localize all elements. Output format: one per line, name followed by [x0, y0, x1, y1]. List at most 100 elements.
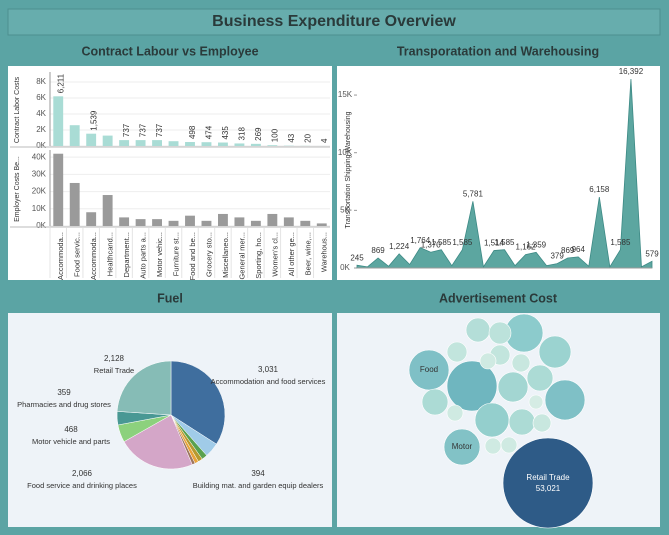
bar: [168, 141, 179, 146]
y-tick-label: 0K: [340, 263, 350, 272]
bar: [119, 217, 130, 226]
x-tick-label: All other ge...: [287, 232, 296, 276]
data-label: 1,370: [421, 240, 442, 249]
slice-label: Building mat. and garden equip dealers: [193, 481, 324, 490]
bubble: [421, 388, 449, 416]
bubble: [446, 360, 498, 412]
slice-label: Pharmacies and drug stores: [17, 400, 111, 409]
bar: [102, 195, 113, 226]
data-label: 3,031: [258, 365, 279, 374]
data-label: 498: [188, 125, 197, 139]
data-label: 1,585: [431, 238, 452, 247]
bubble: [484, 437, 502, 455]
data-label: 579: [645, 249, 659, 258]
bar: [201, 142, 212, 146]
slice-label: Motor vehicle and parts: [32, 437, 110, 446]
bar: [185, 215, 195, 226]
bar: [316, 223, 327, 226]
bubble: [500, 436, 518, 454]
bar: [218, 213, 228, 226]
bubble: [526, 364, 554, 392]
data-label: 269: [254, 127, 263, 141]
x-tick-label: Sporting, ho...: [254, 232, 263, 279]
x-tick-label: Accommoda...: [56, 232, 65, 280]
data-label: 53,021: [536, 484, 561, 493]
data-label: 1,162: [516, 243, 537, 252]
bar: [152, 140, 162, 146]
bar: [267, 145, 278, 146]
bubble: [488, 321, 512, 345]
bar: [53, 96, 64, 146]
slice-label: Food service and drinking places: [27, 481, 137, 490]
data-label: 1,359: [526, 240, 547, 249]
bubble: [497, 371, 529, 403]
axis-title: Transportation Shipping Warehousing: [345, 111, 352, 228]
pie-slice: [123, 414, 193, 470]
bubble: [465, 317, 491, 343]
bubble: [502, 437, 594, 529]
x-tick-label: Healthcand...: [106, 232, 115, 276]
x-tick-label: Auto parts a...: [139, 232, 148, 279]
data-label: 1,585: [610, 238, 631, 247]
bar: [135, 140, 146, 146]
slice-label: Accommodation and food services: [211, 377, 326, 386]
x-tick-label: Department...: [122, 232, 131, 277]
y-tick-label: 6K: [36, 93, 46, 102]
panel-title: Transporatation and Warehousing: [397, 44, 599, 58]
y-tick-label: 8K: [36, 77, 46, 86]
x-tick-label: Women's cl...: [270, 232, 279, 277]
bar: [119, 140, 130, 146]
data-label: 20: [303, 133, 312, 142]
data-label: 869: [561, 246, 575, 255]
data-label: 6,158: [589, 185, 610, 194]
y-tick-label: 5K: [340, 205, 350, 214]
data-label: 394: [251, 469, 265, 478]
bar: [185, 142, 195, 146]
bar: [69, 125, 80, 146]
bubble-label: Motor: [452, 442, 473, 451]
bar: [267, 213, 278, 226]
data-label: 16,392: [619, 67, 644, 76]
data-label: 4: [320, 138, 329, 143]
bar: [201, 220, 212, 226]
bar: [250, 143, 261, 146]
bar: [53, 153, 64, 226]
y-tick-label: 0K: [36, 141, 46, 150]
bar: [234, 217, 245, 226]
x-tick-label: Furniture st...: [172, 232, 181, 276]
bubble: [528, 394, 544, 410]
bar: [250, 220, 261, 226]
bubble: [408, 349, 450, 391]
pie-slice: [170, 360, 226, 445]
data-label: 964: [572, 245, 586, 254]
x-tick-label: Food servic...: [73, 232, 82, 277]
y-tick-label: 15K: [338, 90, 353, 99]
data-label: 43: [287, 133, 296, 142]
title-box: [7, 8, 661, 36]
bar: [234, 143, 245, 146]
y-tick-label: 10K: [338, 148, 353, 157]
data-label: 1,539: [89, 110, 98, 131]
x-tick-label: Motor vehic...: [155, 232, 164, 277]
bubble: [538, 335, 572, 369]
data-label: 379: [550, 252, 564, 261]
bar: [135, 219, 146, 226]
data-label: 2,066: [72, 469, 93, 478]
bar: [218, 142, 228, 146]
bar: [168, 220, 179, 226]
bar: [69, 182, 80, 226]
data-label: 737: [122, 123, 131, 137]
bar: [283, 217, 294, 226]
y-tick-label: 30K: [32, 169, 47, 178]
bar: [300, 220, 311, 226]
x-tick-label: Warehous...: [320, 232, 329, 272]
data-label: 737: [155, 123, 164, 137]
bar: [86, 133, 97, 146]
bubble: [511, 353, 531, 373]
data-label: 6,211: [56, 73, 65, 93]
x-tick-label: Miscellaneo...: [221, 232, 230, 278]
data-label: 5,781: [463, 189, 484, 198]
dashboard-title: Business Expenditure Overview: [212, 13, 456, 30]
data-label: 1,764: [410, 236, 431, 245]
data-label: 2,128: [104, 354, 125, 363]
